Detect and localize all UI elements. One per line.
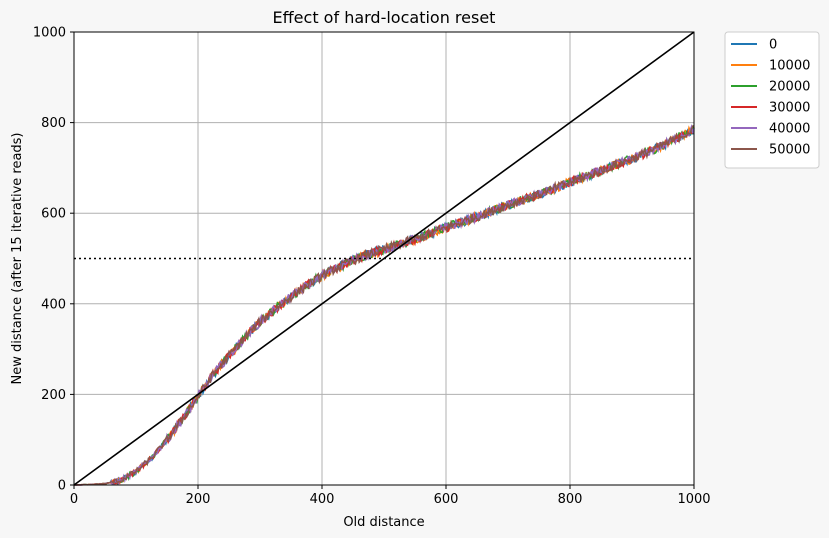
reference-lines <box>73 31 695 486</box>
y-tick-label-1: 200 <box>41 388 66 403</box>
x-axis-label: Old distance <box>343 515 424 530</box>
x-tick-label-4: 800 <box>558 492 583 507</box>
x-tick-label-0: 0 <box>70 492 78 507</box>
x-tick-label-1: 200 <box>186 492 211 507</box>
chart-title: Effect of hard-location reset <box>273 8 496 27</box>
y-axis-label: New distance (after 15 iterative reads) <box>10 132 25 384</box>
y-tick-label-4: 800 <box>41 116 66 131</box>
x-tick-label-5: 1000 <box>677 492 710 507</box>
y-tick-label-2: 400 <box>41 297 66 312</box>
series-lines <box>73 123 695 486</box>
legend: 0 10000 20000 30000 40000 50000 <box>724 31 820 169</box>
legend-label-20000: 20000 <box>769 80 810 95</box>
legend-label-50000: 50000 <box>769 143 810 158</box>
legend-label-30000: 30000 <box>769 101 810 116</box>
series-line-50000 <box>73 124 695 486</box>
y-tick-label-0: 0 <box>58 479 66 494</box>
plot-frame <box>73 31 695 486</box>
legend-label-0: 0 <box>769 38 777 53</box>
y-tick-label-3: 600 <box>41 207 66 222</box>
y-tick-label-5: 1000 <box>33 26 66 41</box>
x-tick-label-2: 400 <box>310 492 335 507</box>
legend-label-40000: 40000 <box>769 122 810 137</box>
ticks: 0 200 400 600 800 1000 0 200 400 600 800 1000 <box>33 26 711 508</box>
legend-label-10000: 10000 <box>769 59 810 74</box>
x-tick-label-3: 600 <box>434 492 459 507</box>
